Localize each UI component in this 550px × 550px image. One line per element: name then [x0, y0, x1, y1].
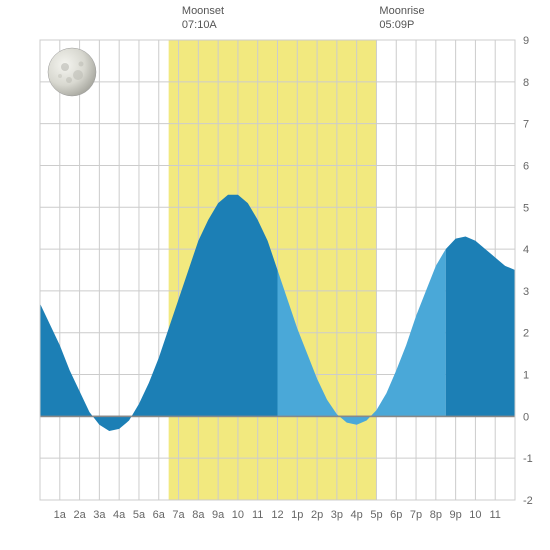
x-tick-label: 2a: [73, 509, 86, 521]
moonset-time: 07:10A: [182, 19, 218, 31]
tide-chart-container: { "chart": { "type": "area", "width": 55…: [0, 0, 550, 550]
y-tick-label: 0: [523, 411, 529, 423]
y-tick-label: 3: [523, 286, 529, 298]
y-tick-label: 4: [523, 244, 529, 256]
x-tick-label: 5p: [370, 509, 382, 521]
x-tick-label: 10: [232, 509, 244, 521]
x-tick-label: 8p: [430, 509, 442, 521]
y-tick-label: 9: [523, 35, 529, 47]
x-tick-label: 9a: [212, 509, 225, 521]
x-tick-label: 1a: [54, 509, 67, 521]
y-tick-label: 5: [523, 202, 529, 214]
x-tick-label: 3p: [331, 509, 343, 521]
y-tick-label: 1: [523, 370, 529, 382]
y-tick-label: 2: [523, 328, 529, 340]
y-tick-label: 7: [523, 119, 529, 131]
x-tick-label: 11: [489, 509, 500, 521]
y-tick-label: -2: [523, 495, 533, 507]
x-tick-label: 5a: [133, 509, 146, 521]
x-tick-label: 7a: [172, 509, 185, 521]
x-tick-label: 4a: [113, 509, 126, 521]
moonrise-label: Moonrise: [379, 5, 424, 17]
moonset-label: Moonset: [182, 5, 224, 17]
x-tick-label: 6a: [153, 509, 166, 521]
x-tick-label: 4p: [351, 509, 363, 521]
x-tick-label: 3a: [93, 509, 106, 521]
tide-chart: -2-101234567891a2a3a4a5a6a7a8a9a1011121p…: [0, 0, 550, 550]
y-tick-label: 8: [523, 77, 529, 89]
moon-icon: [48, 48, 96, 96]
moonrise-time: 05:09P: [379, 19, 414, 31]
x-tick-label: 11: [252, 509, 263, 521]
x-tick-label: 8a: [192, 509, 205, 521]
x-tick-label: 6p: [390, 509, 402, 521]
x-tick-label: 12: [271, 509, 283, 521]
y-tick-label: 6: [523, 160, 529, 172]
x-tick-label: 1p: [291, 509, 303, 521]
x-tick-label: 2p: [311, 509, 323, 521]
y-tick-label: -1: [523, 453, 533, 465]
x-tick-label: 9p: [450, 509, 462, 521]
x-tick-label: 7p: [410, 509, 422, 521]
x-tick-label: 10: [469, 509, 481, 521]
